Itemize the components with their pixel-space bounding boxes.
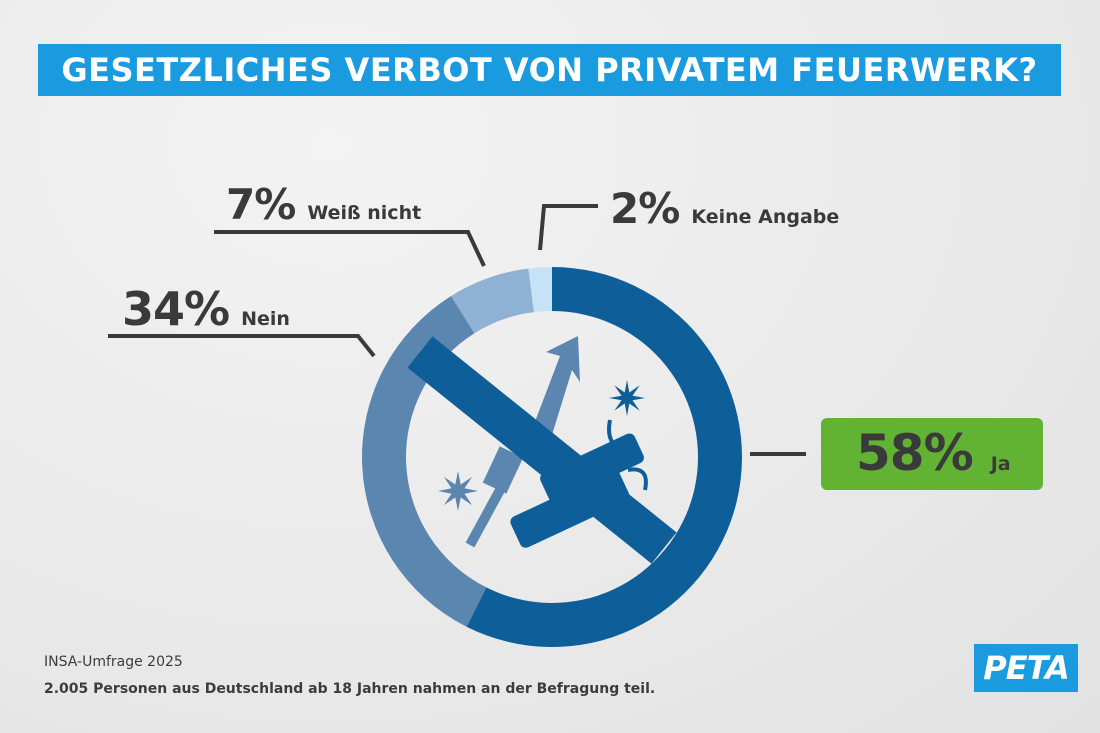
peta-logo: PETA (974, 644, 1078, 692)
highlight-box-ja (821, 418, 1043, 490)
leader-line-nein (108, 334, 376, 358)
leader-line-keine (538, 204, 598, 251)
value-label-keine-angabe: 2% (610, 184, 680, 233)
slice-keine-angabe (528, 267, 552, 313)
source-text: INSA-Umfrage 2025 (44, 654, 183, 670)
slice-nein (362, 296, 487, 627)
label-weiss-nicht: 7% Weiß nicht (226, 180, 421, 229)
label-ja: 58% Ja (856, 424, 1011, 482)
category-label-weiss-nicht: Weiß nicht (307, 202, 422, 224)
value-label-nein: 34% (122, 282, 230, 336)
category-label-nein: Nein (241, 308, 290, 330)
chart-title: GESETZLICHES VERBOT VON PRIVATEM FEUERWE… (61, 51, 1038, 89)
slice-ja (466, 267, 743, 647)
category-label-ja: Ja (990, 453, 1011, 475)
logo-text: PETA (983, 649, 1069, 687)
survey-note: 2.005 Personen aus Deutschland ab 18 Jah… (44, 681, 656, 697)
value-label-weiss-nicht: 7% (226, 180, 296, 229)
slice-wei-nicht (451, 268, 534, 334)
no-fireworks-icon (407, 336, 677, 564)
value-label-ja: 58% (856, 424, 974, 482)
label-nein: 34% Nein (122, 282, 290, 336)
category-label-keine-angabe: Keine Angabe (691, 206, 840, 228)
label-keine-angabe: 2% Keine Angabe (610, 184, 839, 233)
leader-line-weiss (214, 230, 486, 267)
title-banner: GESETZLICHES VERBOT VON PRIVATEM FEUERWE… (38, 44, 1061, 96)
